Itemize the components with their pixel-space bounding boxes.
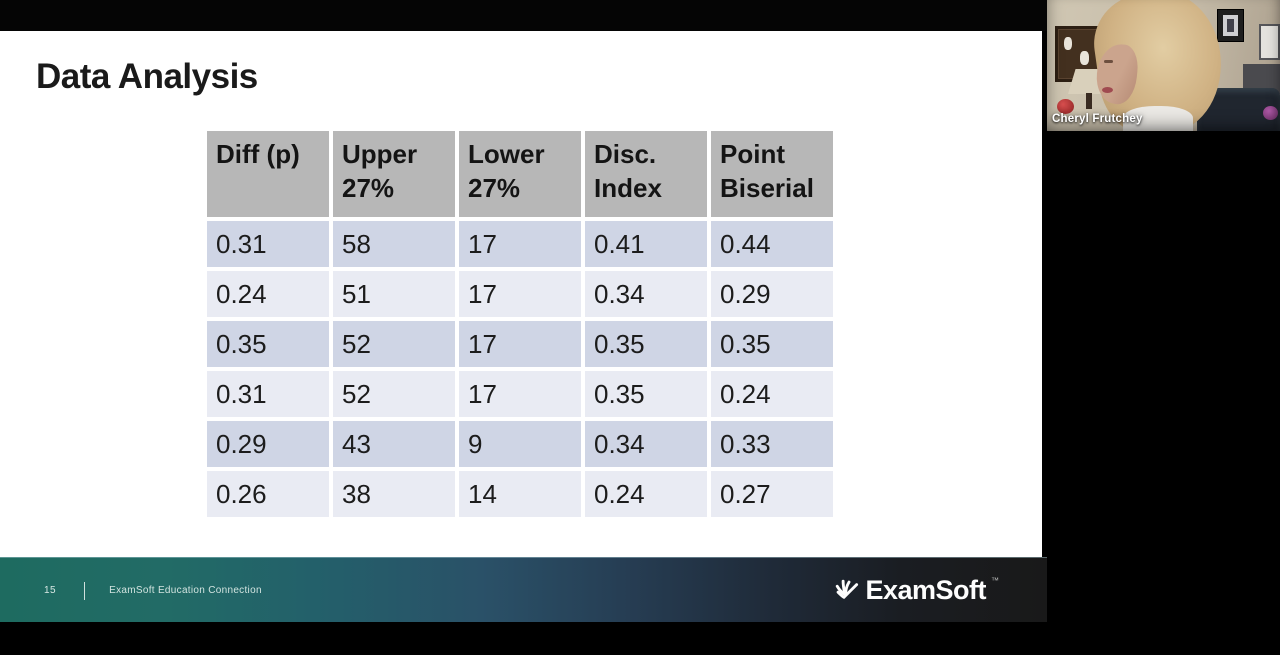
table-cell: 0.31 — [207, 371, 329, 417]
slide-title: Data Analysis — [36, 57, 258, 96]
table-cell: 0.35 — [711, 321, 833, 367]
column-header-lower27: Lower 27% — [459, 131, 581, 217]
desk-ornament — [1263, 106, 1278, 120]
presenter-lips — [1102, 87, 1113, 93]
column-header-upper27: Upper 27% — [333, 131, 455, 217]
table-cell: 17 — [459, 371, 581, 417]
column-header-diff: Diff (p) — [207, 131, 329, 217]
examsoft-logo: ExamSoft ™ — [833, 558, 999, 623]
footer-divider — [84, 581, 86, 600]
table-cell: 0.29 — [711, 271, 833, 317]
table-cell: 0.24 — [711, 371, 833, 417]
table-cell: 0.33 — [711, 421, 833, 467]
table-cell: 0.31 — [207, 221, 329, 267]
table-cell: 0.41 — [585, 221, 707, 267]
webcam-video: Cheryl Frutchey — [1047, 0, 1280, 131]
table-cell: 17 — [459, 321, 581, 367]
picture-frame-art — [1227, 19, 1234, 32]
table-cell: 52 — [333, 321, 455, 367]
slide-number: 15 — [44, 585, 57, 596]
lamp-base — [1086, 93, 1092, 109]
table-cell: 58 — [333, 221, 455, 267]
video-vignette — [1047, 0, 1280, 131]
table-cell: 0.34 — [585, 421, 707, 467]
table-cell: 0.44 — [711, 221, 833, 267]
table-cell: 0.26 — [207, 471, 329, 517]
footer-event-title: ExamSoft Education Connection — [109, 585, 262, 596]
table-cell: 0.35 — [207, 321, 329, 367]
picture-frame — [1217, 9, 1244, 42]
presenter-shirt — [1123, 106, 1193, 131]
presentation-area: Data Analysis Diff (p) Upper 27% Lower 2… — [0, 0, 1047, 655]
table-cell: 51 — [333, 271, 455, 317]
table-cell: 52 — [333, 371, 455, 417]
table-row: 0.31 52 17 0.35 0.24 — [207, 371, 833, 417]
examsoft-leaf-check-icon — [833, 577, 860, 604]
table-row: 0.29 43 9 0.34 0.33 — [207, 421, 833, 467]
table-cell: 0.35 — [585, 371, 707, 417]
table-row: 0.24 51 17 0.34 0.29 — [207, 271, 833, 317]
table-row: 0.26 38 14 0.24 0.27 — [207, 471, 833, 517]
column-header-disc-index: Disc. Index — [585, 131, 707, 217]
table-cell: 0.27 — [711, 471, 833, 517]
examsoft-logo-text: ExamSoft — [865, 575, 986, 605]
slide-canvas: Data Analysis Diff (p) Upper 27% Lower 2… — [0, 31, 1042, 557]
table-row: 0.35 52 17 0.35 0.35 — [207, 321, 833, 367]
footer-left-group: 15 ExamSoft Education Connection — [44, 558, 262, 623]
table-cell: 0.24 — [207, 271, 329, 317]
bottom-letterbox — [0, 622, 1047, 655]
table-cell: 0.35 — [585, 321, 707, 367]
column-header-point-biserial: Point Biserial — [711, 131, 833, 217]
table-cell: 17 — [459, 271, 581, 317]
figurine — [1064, 37, 1072, 50]
presenter-name-label: Cheryl Frutchey — [1052, 113, 1143, 125]
table-cell: 43 — [333, 421, 455, 467]
footer-bar: 15 ExamSoft Education Connection ExamSof… — [0, 557, 1047, 622]
table-row: 0.31 58 17 0.41 0.44 — [207, 221, 833, 267]
table-header-row: Diff (p) Upper 27% Lower 27% Disc. Index… — [207, 131, 833, 217]
table-cell: 17 — [459, 221, 581, 267]
red-ornament — [1057, 99, 1074, 114]
item-analysis-table: Diff (p) Upper 27% Lower 27% Disc. Index… — [203, 127, 837, 521]
examsoft-trademark: ™ — [991, 576, 999, 585]
figurine — [1080, 51, 1089, 65]
table-cell: 14 — [459, 471, 581, 517]
table-cell: 0.29 — [207, 421, 329, 467]
table-cell: 0.24 — [585, 471, 707, 517]
table-cell: 9 — [459, 421, 581, 467]
top-letterbox — [0, 0, 1047, 31]
presenter-brow — [1104, 60, 1113, 63]
table-cell: 38 — [333, 471, 455, 517]
table-cell: 0.34 — [585, 271, 707, 317]
photo-frame — [1259, 24, 1280, 60]
video-panel: Cheryl Frutchey — [1047, 0, 1280, 655]
